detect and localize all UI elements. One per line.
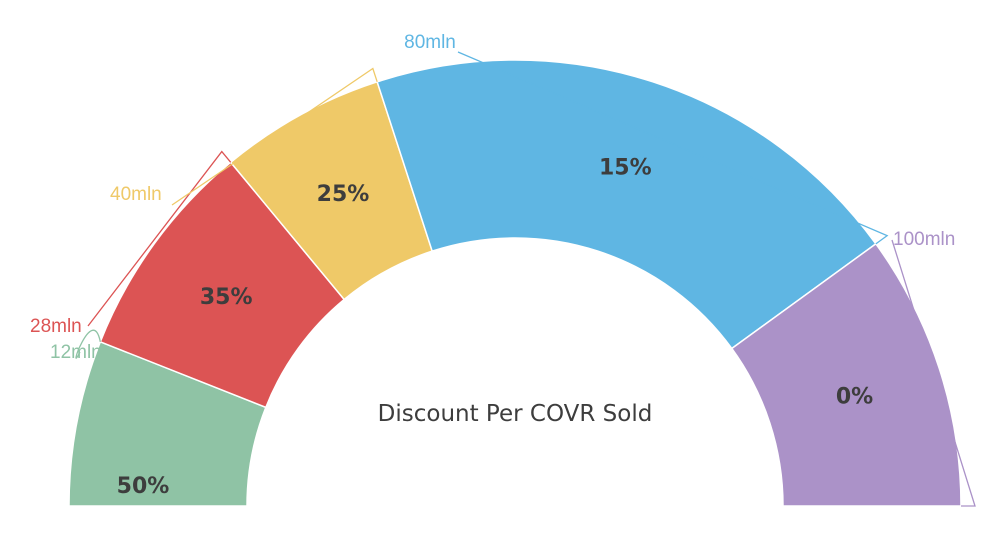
gauge-segment-4 xyxy=(730,242,962,507)
leader-line-0 xyxy=(75,329,101,359)
leader-line-2 xyxy=(171,67,378,206)
tick-label-2: 40mln xyxy=(110,184,162,205)
tick-label-1: 28mln xyxy=(30,316,82,337)
segment-label-3: 15% xyxy=(599,155,652,180)
leader-line-3 xyxy=(457,51,889,245)
chart-title: Discount Per COVR Sold xyxy=(378,401,653,427)
tick-label-4: 100mln xyxy=(893,229,955,250)
segment-label-4: 0% xyxy=(836,385,873,410)
leader-line-1 xyxy=(87,150,232,327)
segment-label-1: 35% xyxy=(200,285,253,310)
gauge-segment-3 xyxy=(376,59,877,350)
tick-label-0: 12mln xyxy=(50,342,102,363)
segment-label-2: 25% xyxy=(317,182,370,207)
tick-label-3: 80mln xyxy=(404,32,456,53)
segment-label-0: 50% xyxy=(117,474,170,499)
leader-line-4 xyxy=(891,239,976,507)
